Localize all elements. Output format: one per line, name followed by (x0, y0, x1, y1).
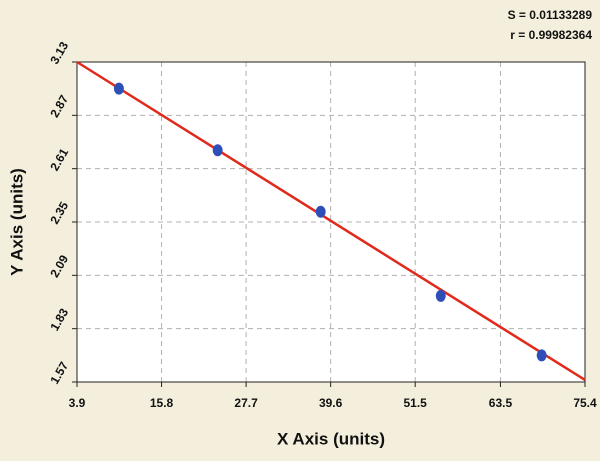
point (435, 289, 446, 302)
x-axis-label: X Axis (units) (277, 429, 385, 448)
point (212, 144, 223, 157)
annotation: r = 0.99982364 (510, 28, 592, 42)
x-tick-label: 39.6 (319, 396, 343, 410)
x-tick-label: 27.7 (234, 396, 258, 410)
point (113, 82, 124, 95)
annotation: S = 0.01133289 (508, 8, 593, 22)
plot-border (76, 61, 586, 383)
x-tick-label: 15.8 (150, 396, 174, 410)
fit-line (76, 60, 586, 382)
x-tick-label: 63.5 (489, 396, 513, 410)
x-tick-label: 75.4 (573, 396, 597, 410)
point (536, 349, 547, 362)
x-tick-label: 51.5 (404, 396, 428, 410)
y-axis-label: Y Axis (units) (7, 168, 26, 276)
x-tick-label: 3.9 (69, 396, 86, 410)
point (315, 205, 326, 218)
